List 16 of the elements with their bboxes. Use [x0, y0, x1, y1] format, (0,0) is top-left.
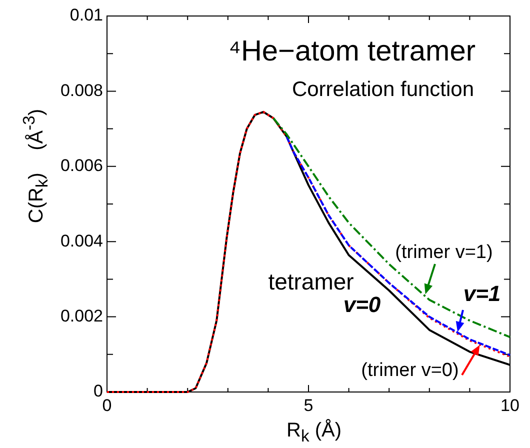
text: Correlation function	[292, 78, 474, 102]
y-tick-label: 0.004	[60, 231, 103, 250]
y-tick-label: 0.008	[60, 80, 103, 100]
annotation: (trimer v=0)	[361, 360, 459, 382]
x-tick-label: 10	[500, 396, 520, 415]
y-tick-label: 0	[94, 382, 103, 401]
text: ⁴He−atom tetramer	[228, 36, 476, 68]
annotation: (trimer v=1)	[395, 242, 493, 264]
y-tick-label: 0.01	[70, 6, 103, 25]
annotation: v=1	[463, 281, 501, 306]
y-tick-label: 0.002	[60, 306, 103, 326]
y-tick-label: 0.006	[60, 156, 103, 176]
annotation: v=0	[343, 292, 382, 318]
x-axis-title: R$_{k}$ (Å)	[286, 420, 342, 446]
x-tick-label: 5	[304, 396, 314, 415]
annotation: tetramer	[268, 268, 354, 294]
